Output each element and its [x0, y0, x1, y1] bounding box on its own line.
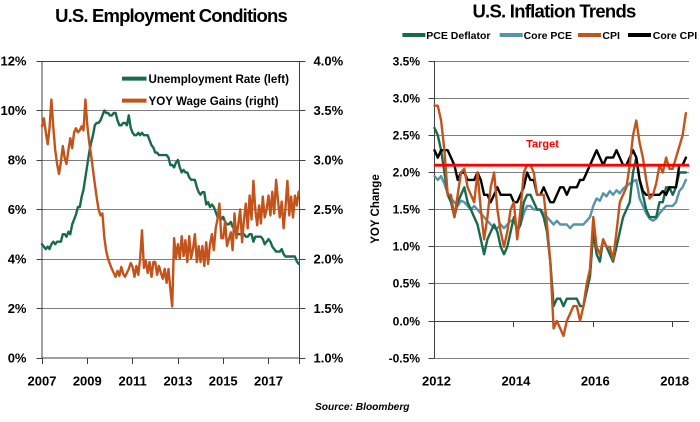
svg-text:4%: 4% [8, 252, 27, 267]
svg-text:U.S. Inflation Trends: U.S. Inflation Trends [472, 1, 636, 22]
svg-text:U.S. Employment Conditions: U.S. Employment Conditions [55, 5, 287, 26]
svg-text:Core CPI: Core CPI [653, 30, 697, 42]
svg-text:2017: 2017 [254, 374, 283, 389]
svg-text:3.5%: 3.5% [393, 55, 421, 69]
svg-text:YOY Wage Gains (right): YOY Wage Gains (right) [149, 95, 279, 108]
svg-text:Unemployment Rate (left): Unemployment Rate (left) [149, 73, 290, 86]
svg-text:0.0%: 0.0% [393, 315, 421, 329]
svg-text:Core PCE: Core PCE [524, 30, 572, 42]
svg-text:2009: 2009 [73, 374, 102, 389]
svg-text:0.5%: 0.5% [393, 277, 421, 291]
svg-text:1.5%: 1.5% [314, 301, 344, 316]
svg-text:1.5%: 1.5% [393, 203, 421, 217]
svg-text:YOY Change: YOY Change [370, 174, 382, 243]
svg-text:2.0%: 2.0% [393, 166, 421, 180]
svg-text:2018: 2018 [660, 374, 689, 389]
svg-text:2012: 2012 [422, 374, 451, 389]
svg-text:8%: 8% [8, 153, 27, 168]
svg-text:6%: 6% [8, 202, 27, 217]
svg-text:2014: 2014 [501, 374, 531, 389]
svg-text:2.0%: 2.0% [314, 252, 344, 267]
svg-text:12%: 12% [0, 54, 26, 69]
svg-text:Source: Bloomberg: Source: Bloomberg [315, 402, 410, 413]
svg-text:0%: 0% [8, 351, 27, 366]
svg-text:4.0%: 4.0% [314, 54, 344, 69]
svg-text:2016: 2016 [581, 374, 610, 389]
svg-text:2.5%: 2.5% [393, 129, 421, 143]
svg-text:1.0%: 1.0% [314, 351, 344, 366]
svg-text:2015: 2015 [209, 374, 238, 389]
svg-text:2.5%: 2.5% [314, 202, 344, 217]
svg-text:2%: 2% [8, 301, 27, 316]
svg-text:-0.5%: -0.5% [389, 352, 421, 366]
svg-text:3.5%: 3.5% [314, 103, 344, 118]
svg-text:3.0%: 3.0% [393, 92, 421, 106]
svg-text:PCE Deflator: PCE Deflator [426, 30, 490, 42]
svg-text:1.0%: 1.0% [393, 240, 421, 254]
svg-text:10%: 10% [0, 103, 26, 118]
svg-text:3.0%: 3.0% [314, 153, 344, 168]
svg-text:2011: 2011 [118, 374, 146, 389]
svg-text:2013: 2013 [163, 374, 192, 389]
svg-text:2007: 2007 [28, 374, 57, 389]
svg-text:CPI: CPI [602, 30, 620, 42]
svg-text:Target: Target [526, 139, 559, 151]
